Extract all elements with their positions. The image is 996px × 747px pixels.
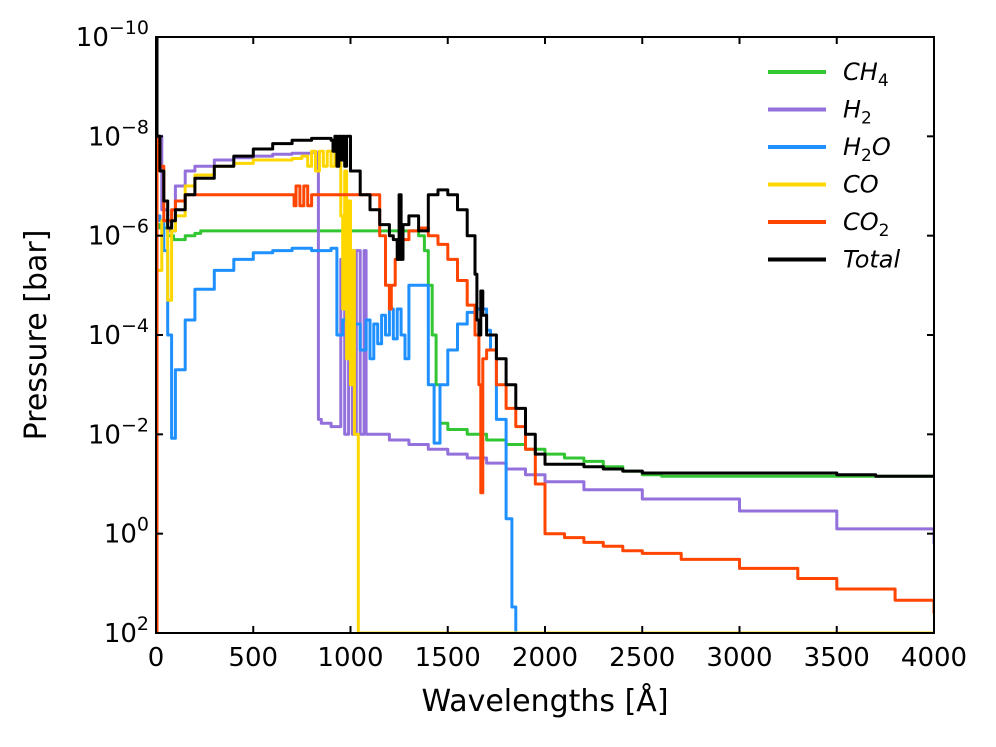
x-tick-label: 0 xyxy=(148,643,165,673)
x-tick-label: 2500 xyxy=(609,643,675,673)
series-line-co2 xyxy=(156,134,934,633)
series-line-ch4 xyxy=(156,223,934,633)
legend-label-ch4: CH4 xyxy=(843,58,889,91)
x-tick-label: 3000 xyxy=(706,643,772,673)
x-tick-label: 1000 xyxy=(317,643,383,673)
legend-label-h2o: H2O xyxy=(843,133,891,166)
y-tick-label: 10−8 xyxy=(88,116,149,152)
series-layer xyxy=(156,37,934,633)
x-tick-label: 2000 xyxy=(512,643,578,673)
y-tick-label: 10−10 xyxy=(76,17,149,53)
legend-label-total: Total xyxy=(843,246,900,274)
series-line-total xyxy=(156,37,934,478)
y-tick-label: 100 xyxy=(104,514,149,550)
legend-label-co: CO xyxy=(843,171,879,199)
series-line-h2o xyxy=(156,214,518,633)
x-tick-label: 3500 xyxy=(804,643,870,673)
y-tick-label: 10−6 xyxy=(88,216,149,252)
y-tick-label: 10−4 xyxy=(88,315,149,351)
y-tick-label: 102 xyxy=(104,613,149,649)
x-tick-label: 1500 xyxy=(415,643,481,673)
legend-label-co2: CO2 xyxy=(843,208,889,241)
y-tick-label: 10−2 xyxy=(88,414,149,450)
legend-label-h2: H2 xyxy=(843,96,872,129)
x-axis-label: Wavelengths [Å] xyxy=(421,683,668,719)
x-tick-label: 500 xyxy=(228,643,278,673)
x-tick-label: 4000 xyxy=(901,643,967,673)
legend: CH4 H2 H2O CO CO2 Total xyxy=(768,58,900,274)
axis-ticks: 0 500 1000 1500 2000 2500 3000 3500 4000 10−10 10−… xyxy=(76,17,967,673)
y-axis-label: Pressure [bar] xyxy=(19,230,54,441)
series-line-co xyxy=(156,149,934,633)
